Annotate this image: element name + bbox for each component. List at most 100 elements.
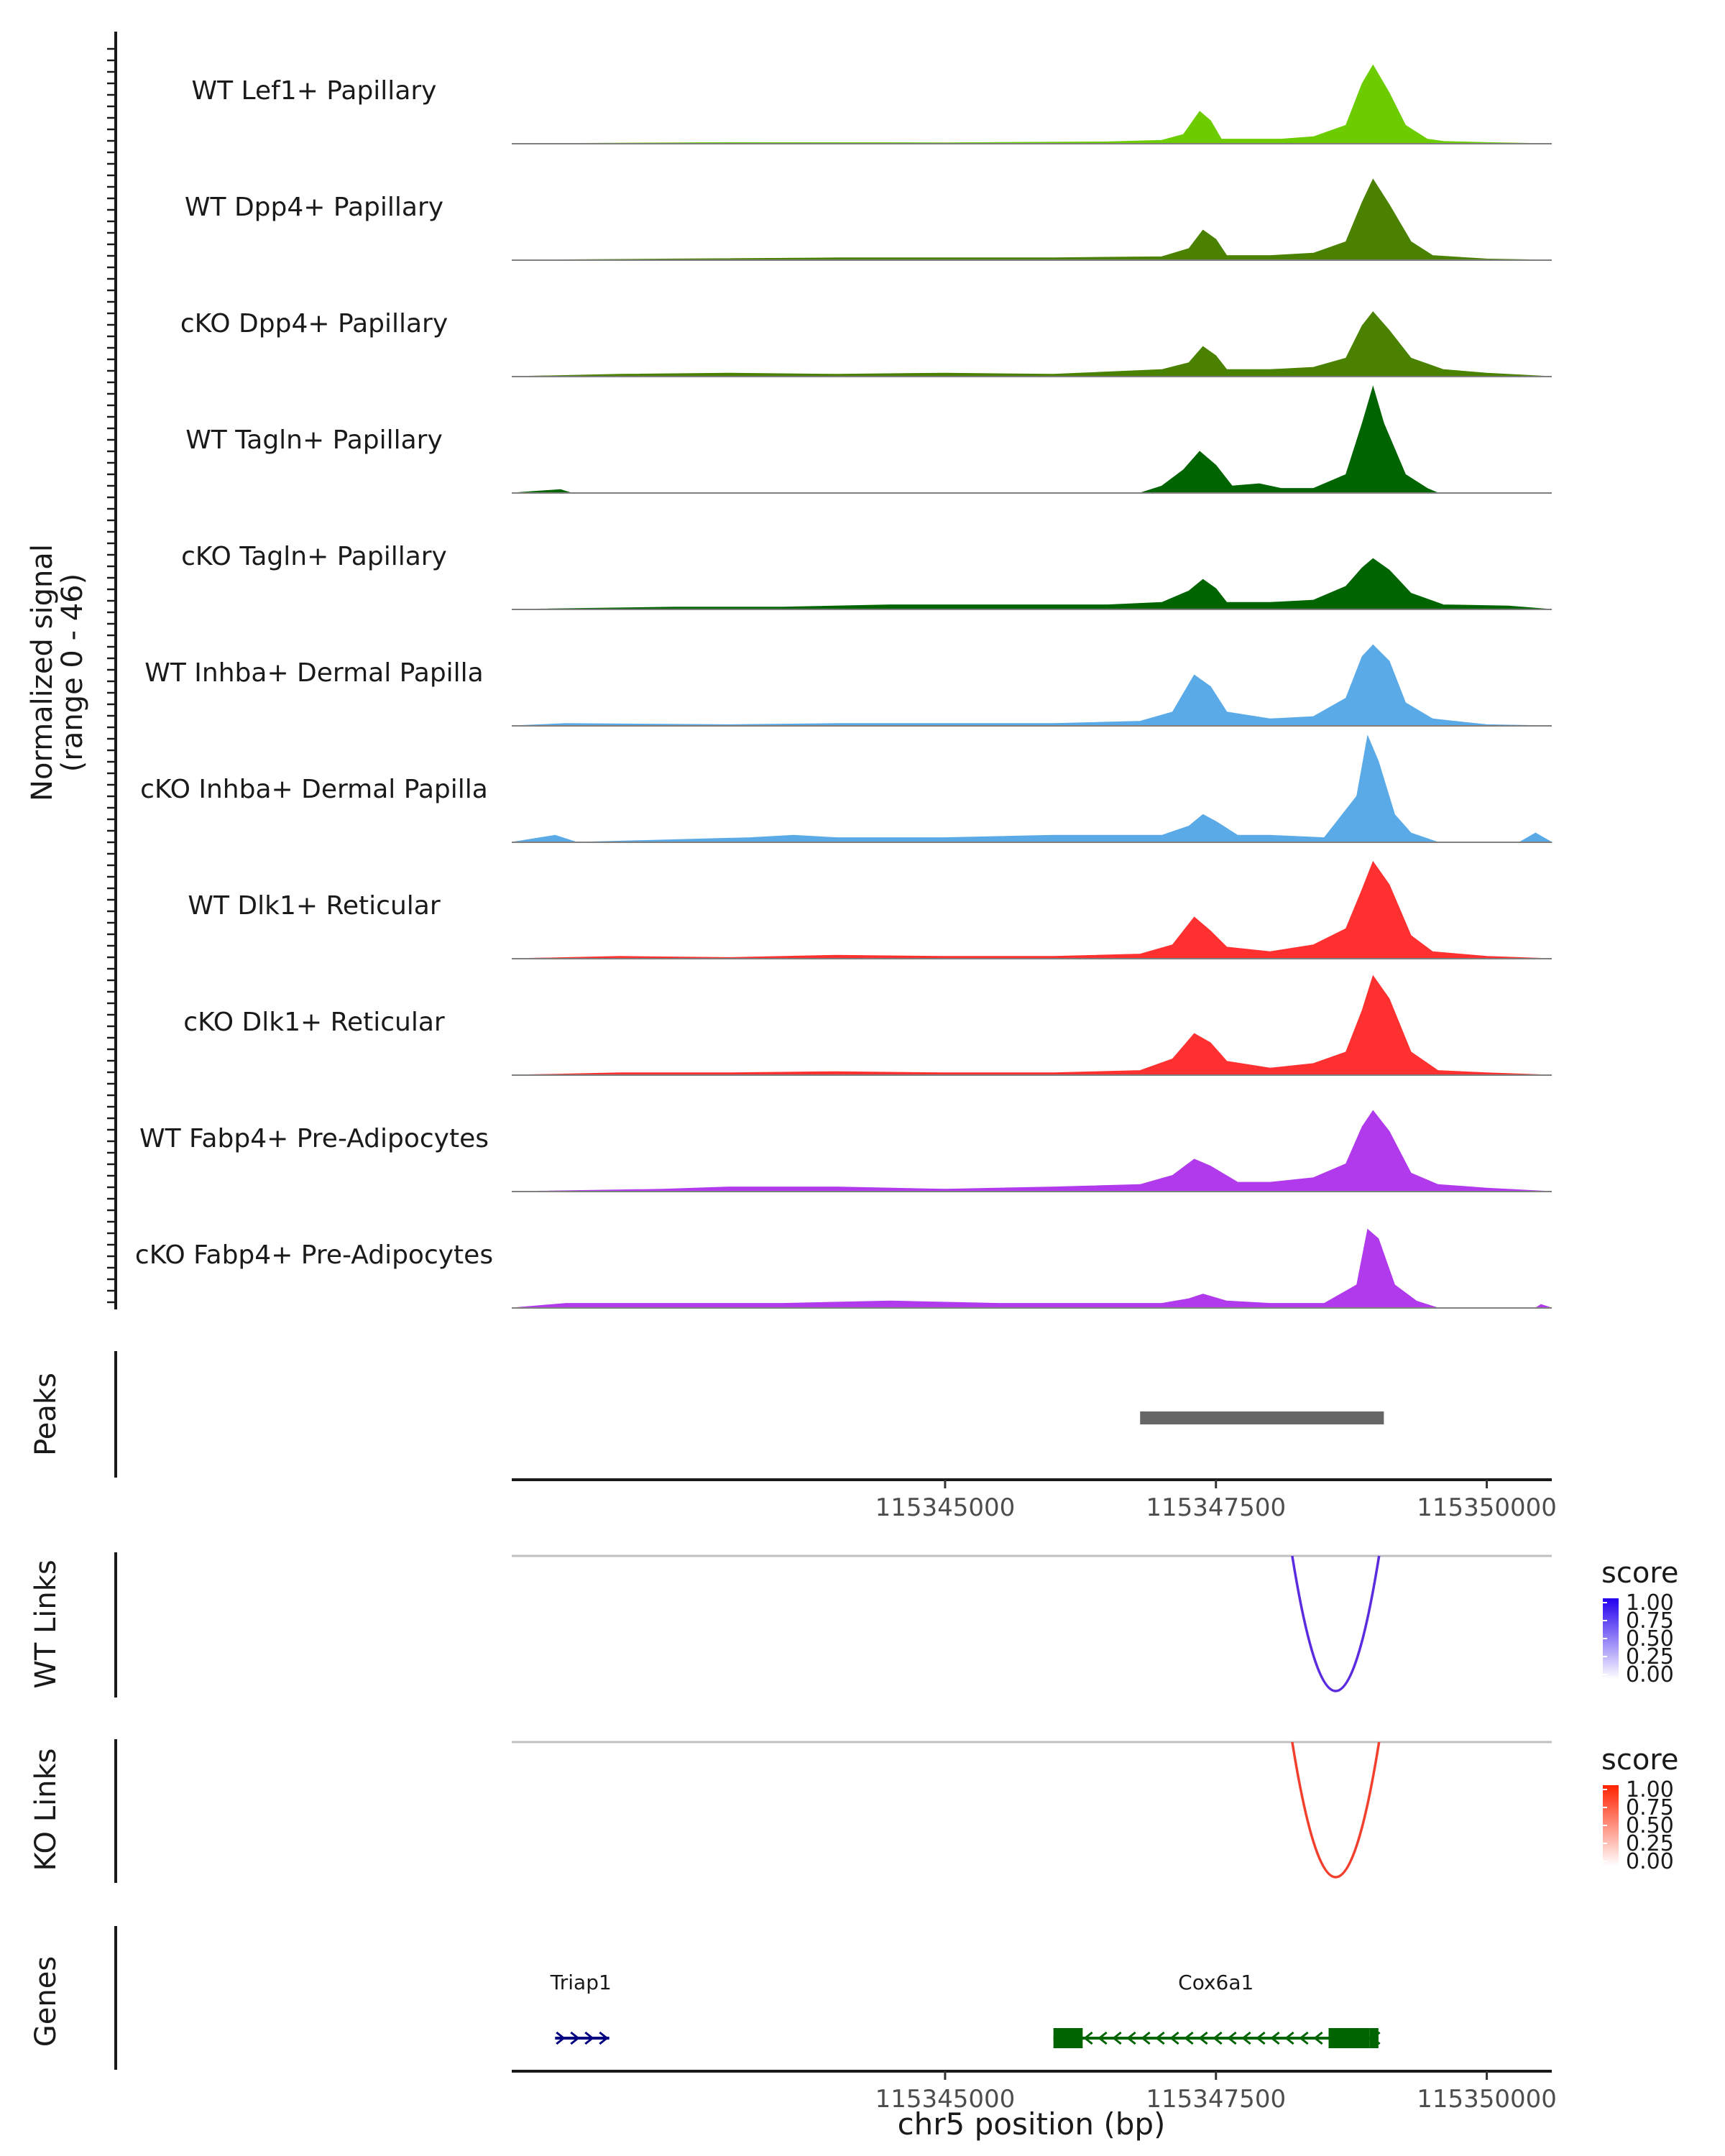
- gene-exon: [1369, 2028, 1379, 2048]
- strand-arrow: [1299, 2031, 1309, 2045]
- strand-arrow: [1213, 2031, 1223, 2045]
- coverage-track: cKO Inhba+ Dermal Papilla: [140, 734, 1553, 843]
- x-tick-label: 115345000: [875, 2085, 1016, 2114]
- strand-arrow: [1313, 2031, 1323, 2045]
- coverage-area: [511, 311, 1552, 377]
- strand-arrow: [556, 2031, 566, 2045]
- track-label: WT Dlk1+ Reticular: [188, 891, 440, 921]
- coverage-ylabel-line2: (range 0 - 46): [56, 573, 89, 772]
- genes-label: Genes: [29, 1956, 63, 2047]
- x-tick-label: 115350000: [1417, 1493, 1557, 1522]
- legend-tick-label: 1.00: [1626, 1777, 1674, 1802]
- coverage-track: cKO Dlk1+ Reticular: [183, 975, 1552, 1076]
- legend-tick-label: 0.25: [1626, 1644, 1674, 1669]
- coverage-area: [511, 178, 1552, 261]
- coverage-area: [511, 1228, 1552, 1309]
- link-arc: [1291, 1555, 1381, 1692]
- gene-name: Cox6a1: [1178, 1971, 1254, 1994]
- track-label: WT Lef1+ Papillary: [192, 76, 437, 106]
- legend-tick-label: 0.00: [1626, 1662, 1674, 1687]
- strand-arrow: [1241, 2031, 1251, 2045]
- strand-arrow: [1083, 2031, 1093, 2045]
- track-label: cKO Fabp4+ Pre-Adipocytes: [135, 1240, 493, 1270]
- gene-exon: [1328, 2028, 1370, 2048]
- strand-arrow: [1256, 2031, 1266, 2045]
- x-axis-upper: 115345000 115347500 115350000: [875, 1480, 1557, 1522]
- ko-links-track: [512, 1741, 1552, 1879]
- legend-tick-label: 0.50: [1626, 1813, 1674, 1838]
- track-label: WT Dpp4+ Papillary: [185, 193, 443, 222]
- coverage-area: [511, 860, 1552, 959]
- gene-Triap1: Triap1: [550, 1971, 612, 2045]
- coverage-y-axis: [107, 32, 117, 1309]
- gene-exon: [1053, 2028, 1083, 2048]
- x-tick-label: 115350000: [1417, 2085, 1557, 2114]
- x-tick-label: 115347500: [1146, 2085, 1286, 2114]
- strand-arrow: [1198, 2031, 1208, 2045]
- strand-arrow: [1270, 2031, 1280, 2045]
- strand-arrow: [599, 2031, 609, 2045]
- coverage-track: cKO Tagln+ Papillary: [181, 542, 1552, 610]
- link-arc: [1291, 1741, 1381, 1879]
- coverage-area: [511, 975, 1552, 1076]
- strand-arrow: [1284, 2031, 1294, 2045]
- coverage-area: [511, 64, 1552, 144]
- genes-track: Triap1 Cox6a1: [550, 1971, 1381, 2048]
- coverage-area: [511, 385, 1552, 494]
- gene-Cox6a1: Cox6a1: [1053, 1971, 1381, 2048]
- strand-arrow: [1227, 2031, 1237, 2045]
- coverage-area: [511, 1110, 1552, 1192]
- strand-arrow: [1098, 2031, 1108, 2045]
- coverage-track: WT Fabp4+ Pre-Adipocytes: [139, 1110, 1552, 1192]
- coverage-track: cKO Fabp4+ Pre-Adipocytes: [135, 1228, 1552, 1309]
- coverage-area: [511, 644, 1552, 727]
- track-label: cKO Dpp4+ Papillary: [180, 309, 448, 338]
- legend-colorbar: [1603, 1598, 1619, 1679]
- legend-colorbar: [1603, 1785, 1619, 1866]
- coverage-tracks: WT Lef1+ Papillary WT Dpp4+ Papillary cKO …: [135, 64, 1553, 1309]
- coverage-track: WT Dlk1+ Reticular: [188, 860, 1552, 959]
- legend-title: score: [1601, 1557, 1678, 1590]
- coverage-track: WT Lef1+ Papillary: [192, 64, 1552, 144]
- strand-arrow: [1112, 2031, 1122, 2045]
- x-axis-lower: 115345000 115347500 115350000: [875, 2071, 1557, 2114]
- strand-arrow: [1126, 2031, 1136, 2045]
- track-label: cKO Dlk1+ Reticular: [183, 1008, 445, 1037]
- gene-name: Triap1: [550, 1971, 612, 1994]
- track-label: WT Inhba+ Dermal Papilla: [144, 658, 483, 688]
- legend-tick-label: 0.25: [1626, 1831, 1674, 1856]
- peaks-track: [1140, 1411, 1384, 1424]
- legend-tick-label: 0.50: [1626, 1626, 1674, 1651]
- legend-title: score: [1601, 1743, 1678, 1777]
- legend-tick-label: 0.75: [1626, 1795, 1674, 1820]
- strand-arrow: [1169, 2031, 1179, 2045]
- track-label: cKO Tagln+ Papillary: [181, 542, 447, 571]
- strand-arrow: [570, 2031, 580, 2045]
- strand-arrow: [1184, 2031, 1194, 2045]
- strand-arrow: [1155, 2031, 1165, 2045]
- coverage-track: WT Tagln+ Papillary: [185, 385, 1552, 494]
- track-label: cKO Inhba+ Dermal Papilla: [140, 775, 488, 804]
- strand-arrow: [584, 2031, 594, 2045]
- legend-tick-label: 0.75: [1626, 1608, 1674, 1634]
- ko-links-label: KO Links: [29, 1749, 63, 1871]
- wt-links-label: WT Links: [29, 1560, 63, 1688]
- track-label: WT Tagln+ Papillary: [185, 425, 443, 455]
- x-tick-label: 115347500: [1146, 1493, 1286, 1522]
- coverage-track: WT Inhba+ Dermal Papilla: [144, 644, 1552, 727]
- legend-tick-label: 0.00: [1626, 1849, 1674, 1874]
- legend-tick-label: 1.00: [1626, 1590, 1674, 1616]
- x-tick-label: 115345000: [875, 1493, 1016, 1522]
- coverage-track: cKO Dpp4+ Papillary: [180, 309, 1552, 377]
- coverage-area: [511, 734, 1553, 843]
- wt-links-track: [512, 1554, 1552, 1692]
- x-axis-title: chr5 position (bp): [898, 2106, 1166, 2142]
- strand-arrow: [1141, 2031, 1151, 2045]
- coverage-track: WT Dpp4+ Papillary: [185, 178, 1552, 261]
- peak-bar: [1140, 1411, 1384, 1424]
- coverage-ylabel-line1: Normalized signal: [26, 544, 59, 801]
- track-label: WT Fabp4+ Pre-Adipocytes: [139, 1124, 489, 1153]
